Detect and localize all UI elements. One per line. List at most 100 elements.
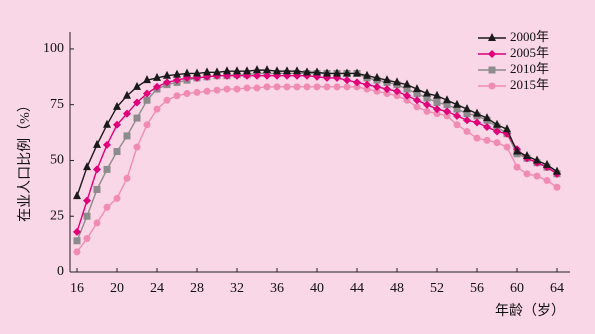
- marker: [233, 85, 241, 93]
- marker: [213, 67, 221, 76]
- x-tick-label: 20: [110, 281, 124, 296]
- marker: [253, 84, 261, 92]
- marker: [333, 68, 341, 77]
- marker: [153, 82, 161, 91]
- marker: [543, 177, 551, 185]
- series-line: [76, 86, 558, 253]
- marker: [263, 71, 271, 80]
- marker: [83, 212, 91, 220]
- marker: [253, 71, 261, 80]
- marker: [223, 66, 231, 75]
- marker: [113, 194, 121, 202]
- marker: [413, 90, 421, 98]
- marker: [113, 120, 121, 129]
- marker: [183, 90, 191, 98]
- marker: [483, 113, 491, 122]
- marker: [143, 96, 151, 104]
- marker: [283, 83, 291, 91]
- marker: [183, 68, 191, 77]
- y-tick-label: 100: [43, 41, 64, 56]
- x-tick-label: 60: [510, 281, 524, 296]
- legend-label: 2010年: [510, 61, 549, 76]
- marker: [473, 108, 481, 117]
- marker: [383, 85, 391, 94]
- marker: [123, 174, 131, 182]
- marker: [153, 105, 161, 113]
- marker: [153, 72, 161, 81]
- marker: [133, 143, 141, 151]
- marker: [373, 87, 381, 95]
- marker: [173, 69, 181, 78]
- marker: [423, 100, 431, 109]
- marker: [323, 83, 331, 91]
- marker: [93, 219, 101, 227]
- marker: [493, 119, 501, 128]
- marker: [483, 123, 491, 131]
- marker: [253, 65, 261, 74]
- x-tick-label: 48: [390, 281, 404, 296]
- marker: [383, 90, 391, 98]
- y-axis-title: 在业人口比例（%）: [17, 98, 33, 222]
- marker: [93, 165, 101, 174]
- marker: [143, 75, 151, 84]
- marker: [443, 107, 451, 116]
- marker: [193, 68, 201, 77]
- marker: [103, 119, 111, 128]
- marker: [73, 237, 81, 245]
- marker: [393, 77, 401, 86]
- marker: [523, 170, 531, 178]
- marker: [133, 114, 141, 122]
- marker: [263, 83, 271, 91]
- marker: [73, 248, 81, 256]
- marker: [423, 94, 431, 102]
- marker: [343, 76, 351, 85]
- marker: [473, 134, 481, 142]
- marker: [213, 86, 221, 94]
- marker: [453, 99, 461, 108]
- x-axis-title: 年龄（岁）: [495, 303, 565, 319]
- marker: [243, 66, 251, 75]
- marker: [433, 90, 441, 99]
- legend-marker: [488, 50, 496, 58]
- x-tick-label: 52: [430, 281, 444, 296]
- marker: [73, 227, 81, 236]
- marker: [433, 98, 441, 106]
- marker: [263, 65, 271, 74]
- marker: [413, 103, 421, 111]
- marker: [113, 148, 121, 156]
- marker: [293, 66, 301, 75]
- y-tick-label: 25: [50, 208, 64, 223]
- x-tick-label: 64: [550, 281, 564, 296]
- marker: [363, 70, 371, 79]
- marker: [443, 95, 451, 104]
- legend-marker: [488, 66, 496, 74]
- legend-label: 2000年: [510, 29, 549, 44]
- marker: [143, 89, 151, 98]
- y-tick-label: 50: [50, 153, 64, 168]
- y-tick-label: 75: [50, 97, 64, 112]
- marker: [103, 165, 111, 173]
- marker: [353, 68, 361, 77]
- marker: [443, 112, 451, 120]
- legend-marker: [488, 82, 496, 90]
- marker: [223, 85, 231, 93]
- marker: [493, 127, 501, 136]
- marker: [393, 92, 401, 100]
- marker: [423, 107, 431, 115]
- marker: [403, 91, 411, 100]
- marker: [383, 75, 391, 84]
- marker: [313, 83, 321, 91]
- x-tick-label: 36: [270, 281, 284, 296]
- marker: [413, 84, 421, 93]
- marker: [463, 110, 471, 118]
- marker: [123, 132, 131, 140]
- marker: [123, 90, 131, 99]
- marker: [533, 155, 541, 164]
- marker: [373, 82, 381, 91]
- marker: [463, 104, 471, 113]
- x-tick-label: 44: [350, 281, 364, 296]
- marker: [433, 105, 441, 114]
- marker: [353, 83, 361, 91]
- marker: [453, 121, 461, 129]
